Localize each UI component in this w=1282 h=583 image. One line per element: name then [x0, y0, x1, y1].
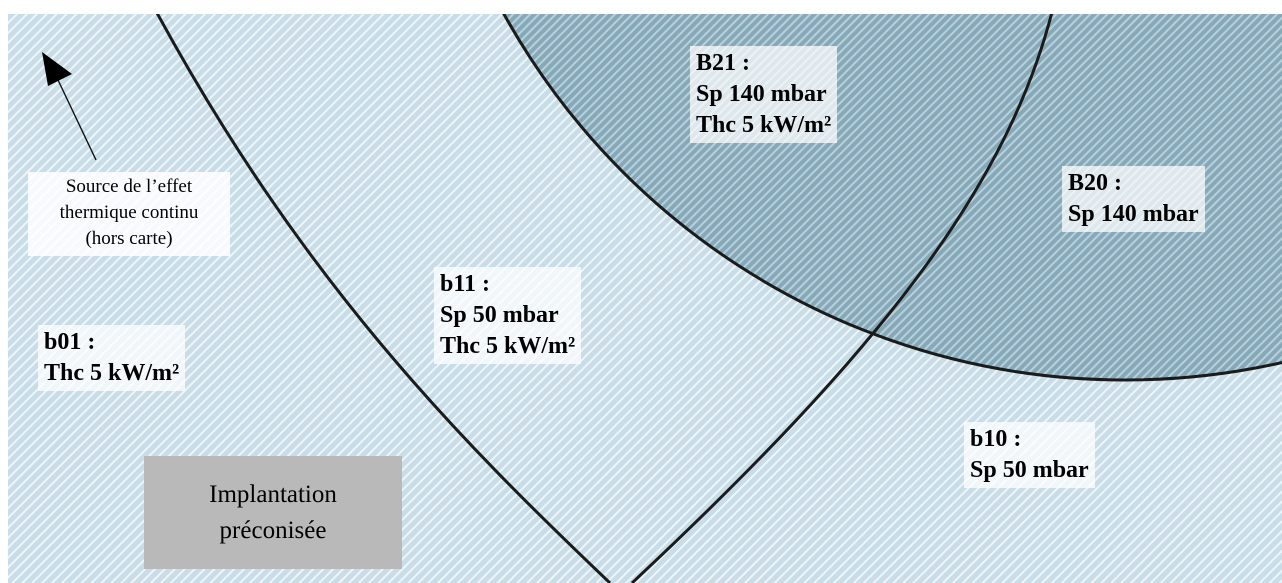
zone-label-line: Sp 50 mbar: [440, 302, 559, 328]
zone-label-line: Thc 5 kW/m²: [696, 112, 832, 138]
recommended-site-line: Implantation: [209, 480, 337, 508]
overpressure-140-boundary: [502, 14, 1282, 382]
zone-label-line: Thc 5 kW/m²: [440, 333, 576, 359]
zone-label-B20: B20 : Sp 140 mbar: [1062, 166, 1205, 232]
recommended-site-box: Implantation préconisée: [144, 456, 402, 569]
thermal-5kw-boundary: [155, 14, 612, 583]
overpressure-50-boundary: [630, 14, 1053, 583]
zone-label-line: Sp 50 mbar: [970, 457, 1089, 483]
source-note-line: Source de l’effet: [65, 176, 193, 197]
arrow-head-icon: [42, 52, 72, 86]
zone-label-line: Thc 5 kW/m²: [44, 360, 180, 386]
source-note-line: (hors carte): [85, 228, 173, 249]
zone-label-B21: B21 : Sp 140 mbar Thc 5 kW/m²: [690, 46, 838, 143]
recommended-site-line: préconisée: [219, 516, 327, 544]
zone-label-line: Sp 140 mbar: [696, 81, 827, 107]
zone-label-title: b01 :: [44, 329, 96, 355]
source-note: Source de l’effet thermique continu (hor…: [28, 172, 230, 256]
zone-label-title: B20 :: [1068, 170, 1122, 196]
zone-label-line: Sp 140 mbar: [1068, 201, 1199, 227]
source-note-line: thermique continu: [59, 202, 199, 223]
zone-label-b10: b10 : Sp 50 mbar: [964, 422, 1095, 488]
source-direction-arrow: [42, 52, 97, 161]
zone-label-b01: b01 : Thc 5 kW/m²: [38, 325, 186, 391]
zone-label-b11: b11 : Sp 50 mbar Thc 5 kW/m²: [434, 267, 582, 364]
zone-label-title: b10 :: [970, 426, 1022, 452]
zone-label-title: B21 :: [696, 50, 750, 76]
zone-label-title: b11 :: [440, 271, 491, 297]
